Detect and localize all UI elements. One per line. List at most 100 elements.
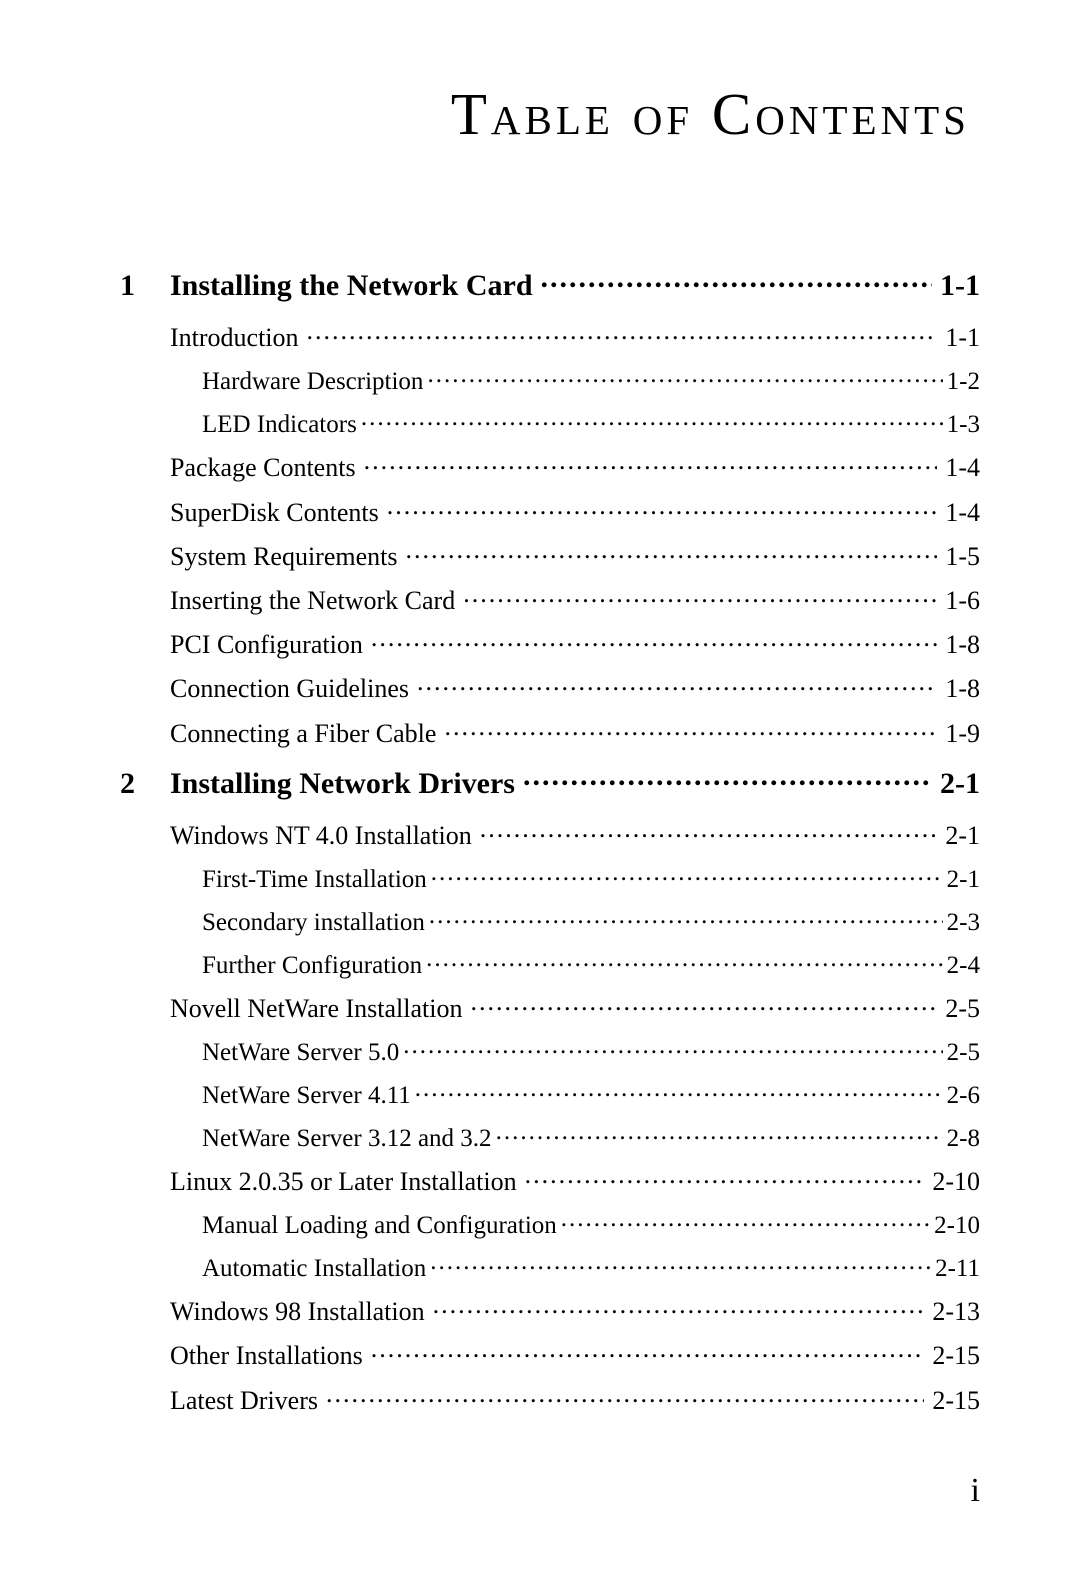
toc-entry-row: Automatic Installation 2-11 <box>120 1246 980 1283</box>
dot-leader <box>417 666 937 697</box>
entry-label: NetWare Server 3.12 and 3.2 <box>202 1125 492 1153</box>
page-reference: 2-15 <box>928 1386 980 1416</box>
entry-label: Hardware Description <box>202 368 423 396</box>
entry-label: Windows 98 Installation <box>170 1297 429 1327</box>
dot-leader <box>403 1030 942 1060</box>
toc-entry-row: Other Installations 2-15 <box>120 1333 980 1371</box>
dot-leader <box>525 1159 925 1190</box>
page-reference: 1-5 <box>941 542 980 572</box>
dot-leader <box>371 1333 925 1364</box>
dot-leader <box>444 710 937 741</box>
toc-entry-row: Introduction1-1 <box>120 315 980 353</box>
toc-entry-row: Windows 98 Installation 2-13 <box>120 1289 980 1327</box>
page-reference: 1-9 <box>941 719 980 749</box>
entry-label: NetWare Server 5.0 <box>202 1039 399 1067</box>
toc-entry-row: First-Time Installation2-1 <box>120 857 980 894</box>
page-reference: 2-1 <box>947 866 980 894</box>
toc-entry-row: NetWare Server 4.112-6 <box>120 1073 980 1110</box>
page-reference: 1-1 <box>941 323 980 353</box>
page-reference: 2-15 <box>928 1341 980 1371</box>
page-reference: 2-3 <box>947 909 980 937</box>
toc-entry-row: Latest Drivers 2-15 <box>120 1377 980 1415</box>
page-reference: 1-4 <box>941 498 980 528</box>
entry-label: LED Indicators <box>202 411 357 439</box>
page-reference: 2-1 <box>936 767 980 801</box>
toc-entry-row: Windows NT 4.0 Installation 2-1 <box>120 813 980 851</box>
toc-entry-row: LED Indicators 1-3 <box>120 402 980 439</box>
dot-leader <box>371 622 937 653</box>
toc-entry-row: Hardware Description 1-2 <box>120 359 980 396</box>
toc-entry-row: PCI Configuration 1-8 <box>120 622 980 660</box>
entry-label: Latest Drivers <box>170 1386 322 1416</box>
entry-label: System Requirements <box>170 542 401 572</box>
dot-leader <box>429 900 943 930</box>
page-reference: 2-11 <box>935 1255 980 1283</box>
entry-label: Connection Guidelines <box>170 674 413 704</box>
entry-label: Connecting a Fiber Cable <box>170 719 440 749</box>
entry-label: Package Contents <box>170 453 360 483</box>
page-number: i <box>971 1472 980 1510</box>
page-reference: 2-13 <box>928 1297 980 1327</box>
dot-leader <box>431 857 943 887</box>
dot-leader <box>496 1116 943 1146</box>
dot-leader <box>426 943 943 973</box>
entry-label: Novell NetWare Installation <box>170 994 466 1024</box>
page-reference: 1-6 <box>941 586 980 616</box>
page-title: Table of Contents <box>120 80 980 149</box>
dot-leader <box>561 1203 930 1233</box>
toc-entry-row: Linux 2.0.35 or Later Installation2-10 <box>120 1159 980 1197</box>
toc-entry-row: Secondary installation 2-3 <box>120 900 980 937</box>
dot-leader <box>463 578 937 609</box>
page-reference: 1-2 <box>947 368 980 396</box>
dot-leader <box>387 489 938 520</box>
toc-entry-row: SuperDisk Contents 1-4 <box>120 489 980 527</box>
page-reference: 1-3 <box>947 411 980 439</box>
toc-entry-row: NetWare Server 5.02-5 <box>120 1030 980 1067</box>
toc-entry-row: Novell NetWare Installation 2-5 <box>120 986 980 1024</box>
dot-leader <box>433 1289 925 1320</box>
entry-label: Automatic Installation <box>202 1255 426 1283</box>
dot-leader <box>523 757 932 793</box>
dot-leader <box>480 813 938 844</box>
toc-entry-row: System Requirements 1-5 <box>120 534 980 572</box>
entry-label: Linux 2.0.35 or Later Installation <box>170 1167 521 1197</box>
toc-entry-row: Inserting the Network Card 1-6 <box>120 578 980 616</box>
dot-leader <box>415 1073 943 1103</box>
page-reference: 2-6 <box>947 1082 980 1110</box>
dot-leader <box>307 315 938 346</box>
toc-entry-row: Connecting a Fiber Cable 1-9 <box>120 710 980 748</box>
page-reference: 2-10 <box>934 1212 980 1240</box>
dot-leader <box>470 986 937 1017</box>
toc-entry-row: Further Configuration 2-4 <box>120 943 980 980</box>
entry-label: Inserting the Network Card <box>170 586 459 616</box>
page-reference: 2-1 <box>941 821 980 851</box>
entry-label: SuperDisk Contents <box>170 498 383 528</box>
page-reference: 1-8 <box>941 674 980 704</box>
entry-label: Other Installations <box>170 1341 367 1371</box>
toc-entry-row: NetWare Server 3.12 and 3.22-8 <box>120 1116 980 1153</box>
dot-leader <box>430 1246 931 1276</box>
page-reference: 2-4 <box>947 952 980 980</box>
chapter-number: 1 <box>120 269 170 303</box>
toc-chapter-row: 1Installing the Network Card 1-1 <box>120 259 980 303</box>
chapter-title: Installing the Network Card <box>170 269 537 303</box>
entry-label: Further Configuration <box>202 952 422 980</box>
toc-chapter-row: 2Installing Network Drivers 2-1 <box>120 757 980 801</box>
chapter-number: 2 <box>120 767 170 801</box>
entry-label: Manual Loading and Configuration <box>202 1212 557 1240</box>
dot-leader <box>541 259 932 295</box>
dot-leader <box>405 534 937 565</box>
chapter-title: Installing Network Drivers <box>170 767 519 801</box>
dot-leader <box>427 359 942 389</box>
page-reference: 1-8 <box>941 630 980 660</box>
toc-entry-row: Package Contents1-4 <box>120 445 980 483</box>
toc-entry-row: Connection Guidelines 1-8 <box>120 666 980 704</box>
toc-entry-row: Manual Loading and Configuration 2-10 <box>120 1203 980 1240</box>
page-reference: 1-1 <box>936 269 980 303</box>
entry-label: Windows NT 4.0 Installation <box>170 821 476 851</box>
page-reference: 2-5 <box>941 994 980 1024</box>
dot-leader <box>326 1377 924 1408</box>
table-of-contents: 1Installing the Network Card1-1Introduct… <box>120 259 980 1416</box>
entry-label: PCI Configuration <box>170 630 367 660</box>
entry-label: Secondary installation <box>202 909 425 937</box>
